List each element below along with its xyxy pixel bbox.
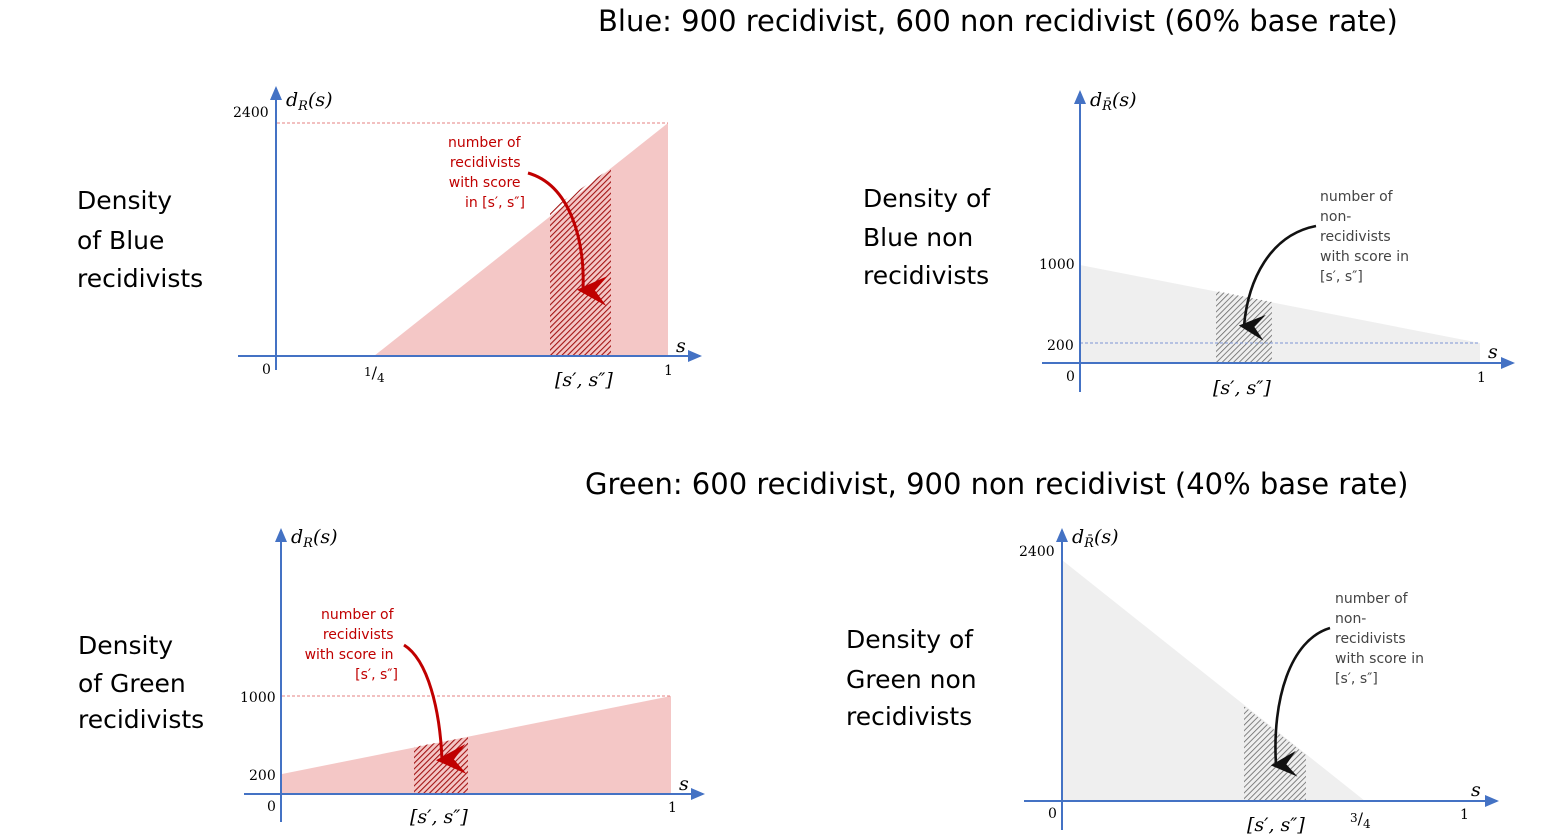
density-area <box>1080 265 1480 363</box>
x-tick-quarter: 1/4 <box>364 363 385 385</box>
y-axis-label: dR(s) <box>291 526 338 551</box>
annotation-note: number of recidivists with score in [s′,… <box>305 607 398 683</box>
annotation-arrow <box>1270 626 1331 777</box>
y-tick-200: 200 <box>1047 338 1074 354</box>
x-tick-1: 1 <box>1460 807 1469 823</box>
y-tick-1000: 1000 <box>1039 257 1075 273</box>
annotation-note: number of non- recidivists with score in… <box>1335 591 1428 687</box>
y-tick-1000: 1000 <box>240 690 276 706</box>
interval-label: [s′, s″] <box>1247 814 1305 836</box>
y-tick-200: 200 <box>249 768 276 784</box>
density-area <box>282 696 671 794</box>
x-tick-three-quarters: 3/4 <box>1350 809 1371 831</box>
panel-green-recidivists: Density of Green recidivists dR(s) 1000 … <box>78 526 705 828</box>
interval-label: [s′, s″] <box>555 369 613 391</box>
side-label: Density of Blue non recidivists <box>863 184 998 290</box>
annotation-note: number of recidivists with score in [s′,… <box>448 135 525 211</box>
green-title: Green: 600 recidivist, 900 non recidivis… <box>585 467 1408 501</box>
y-axis-label: dR̄(s) <box>1090 89 1137 114</box>
x-tick-1: 1 <box>664 363 673 379</box>
x-tick-0: 0 <box>267 799 276 815</box>
annotation-arrow <box>527 171 608 306</box>
x-tick-1: 1 <box>668 800 677 816</box>
annotation-arrow <box>1238 224 1317 341</box>
density-area <box>1062 560 1365 801</box>
panel-green-non-recidivists: Density of Green non recidivists dR̄(s) … <box>846 526 1499 836</box>
x-axis-var: s <box>676 335 686 357</box>
side-label: Density of Green non recidivists <box>846 625 985 731</box>
x-tick-0: 0 <box>262 362 271 378</box>
blue-title: Blue: 900 recidivist, 600 non recidivist… <box>598 4 1398 38</box>
side-label: Density of Blue recidivists <box>77 186 203 293</box>
y-tick-2400: 2400 <box>233 105 269 121</box>
x-axis-var: s <box>679 773 689 795</box>
annotation-note: number of non- recidivists with score in… <box>1320 189 1413 285</box>
interval-label: [s′, s″] <box>1213 377 1271 399</box>
interval-hatch <box>550 168 611 356</box>
interval-hatch <box>1216 291 1272 363</box>
x-tick-0: 0 <box>1048 806 1057 822</box>
side-label: Density of Green recidivists <box>78 631 204 734</box>
y-axis-label: dR(s) <box>286 89 333 114</box>
annotation-arrow <box>403 643 467 775</box>
panel-blue-non-recidivists: Density of Blue non recidivists dR̄(s) 1… <box>863 89 1515 399</box>
panel-blue-recidivists: Density of Blue recidivists dR(s) 2400 0… <box>77 86 702 391</box>
interval-label: [s′, s″] <box>410 806 468 828</box>
x-axis-var: s <box>1471 779 1481 801</box>
x-axis-var: s <box>1488 341 1498 363</box>
x-tick-1: 1 <box>1477 370 1486 386</box>
y-axis-label: dR̄(s) <box>1072 526 1119 551</box>
x-tick-0: 0 <box>1066 369 1075 385</box>
y-tick-2400: 2400 <box>1019 544 1055 560</box>
